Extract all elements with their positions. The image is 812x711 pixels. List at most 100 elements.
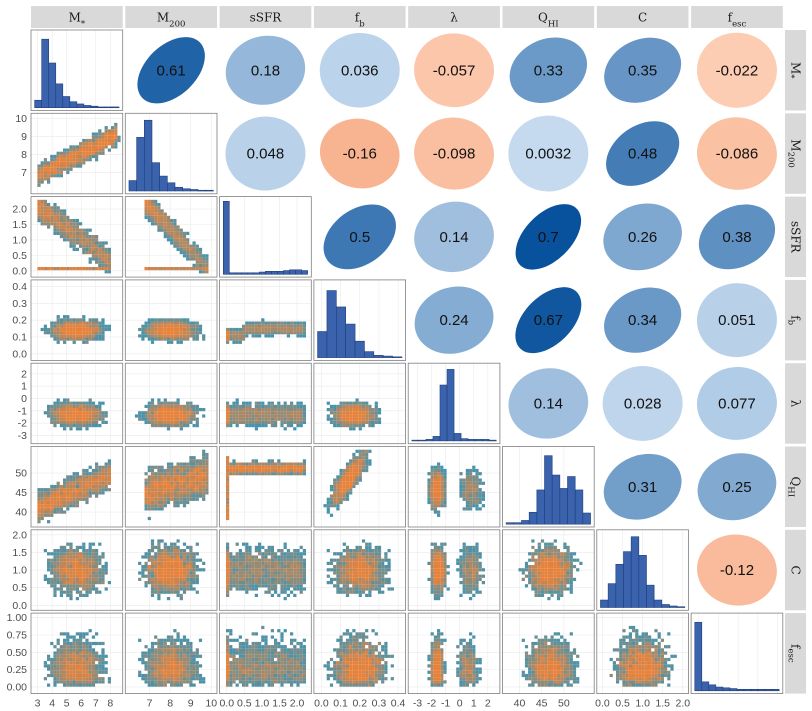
density-cell bbox=[147, 661, 151, 665]
density-cell bbox=[553, 549, 557, 553]
column-strip-bg bbox=[31, 6, 123, 28]
density-cell bbox=[79, 680, 83, 684]
density-cell bbox=[43, 494, 47, 498]
density-cell bbox=[537, 593, 541, 597]
density-cell bbox=[85, 667, 89, 671]
density-cell bbox=[202, 449, 206, 453]
density-cell bbox=[160, 404, 164, 408]
density-cell bbox=[205, 257, 209, 261]
density-cell bbox=[141, 574, 145, 578]
density-cell bbox=[150, 581, 155, 585]
density-cell bbox=[150, 494, 155, 498]
density-cell bbox=[144, 568, 148, 572]
density-cell bbox=[179, 318, 183, 322]
density-cell bbox=[59, 404, 63, 408]
density-cell bbox=[202, 337, 206, 341]
density-cell bbox=[283, 472, 287, 476]
density-cell bbox=[173, 225, 177, 229]
density-cell bbox=[179, 664, 183, 668]
density-cell bbox=[144, 414, 148, 418]
density-cell bbox=[91, 151, 95, 155]
density-cell bbox=[302, 408, 306, 412]
density-cell bbox=[238, 472, 242, 476]
density-cell bbox=[160, 468, 164, 473]
density-cell bbox=[72, 481, 76, 485]
density-cell bbox=[202, 452, 206, 457]
corr-panel-Mstar-C: 0.35 bbox=[604, 37, 682, 103]
density-cell bbox=[198, 331, 203, 335]
density-cell bbox=[569, 577, 573, 581]
density-cell bbox=[40, 494, 44, 498]
density-cell bbox=[154, 491, 158, 495]
density-cell bbox=[66, 561, 70, 565]
density-cell bbox=[437, 577, 441, 581]
density-cell bbox=[72, 648, 76, 652]
histogram-bar bbox=[295, 269, 302, 275]
density-cell bbox=[475, 481, 479, 485]
density-cell bbox=[377, 417, 382, 421]
density-cell bbox=[98, 568, 102, 572]
density-cell bbox=[59, 558, 63, 562]
density-cell bbox=[166, 577, 171, 581]
density-cell bbox=[283, 468, 287, 473]
panel-lambda-sSFR bbox=[219, 362, 312, 445]
density-cell bbox=[336, 404, 340, 408]
density-cell bbox=[290, 565, 294, 569]
density-cell bbox=[69, 337, 73, 341]
density-cell bbox=[179, 228, 183, 232]
density-cell bbox=[560, 587, 564, 591]
density-cell bbox=[154, 414, 158, 418]
density-cell bbox=[85, 677, 89, 681]
density-cell bbox=[50, 209, 54, 213]
density-cell bbox=[226, 577, 230, 581]
density-cell bbox=[290, 568, 294, 572]
density-cell bbox=[157, 577, 161, 581]
density-cell bbox=[430, 587, 434, 591]
density-cell bbox=[475, 558, 479, 562]
density-cell bbox=[226, 468, 230, 473]
density-cell bbox=[150, 507, 155, 511]
density-cell bbox=[540, 565, 545, 569]
density-cell bbox=[53, 404, 57, 408]
density-cell bbox=[66, 228, 70, 232]
density-cell bbox=[173, 549, 177, 553]
density-cell bbox=[186, 267, 190, 271]
density-cell bbox=[202, 680, 206, 684]
density-cell bbox=[192, 478, 196, 482]
density-cell bbox=[361, 468, 366, 473]
density-cell bbox=[182, 488, 187, 492]
density-cell bbox=[50, 657, 54, 662]
density-cell bbox=[88, 228, 92, 232]
panel-C-M200 bbox=[124, 529, 218, 611]
density-cell bbox=[50, 561, 54, 565]
density-cell bbox=[163, 654, 167, 658]
density-cell bbox=[72, 488, 76, 492]
density-cell bbox=[170, 664, 174, 668]
density-cell bbox=[43, 574, 47, 578]
density-cell bbox=[560, 581, 564, 585]
density-cell bbox=[186, 472, 190, 476]
density-cell bbox=[302, 571, 306, 575]
density-cell bbox=[176, 331, 180, 335]
density-cell bbox=[569, 581, 573, 585]
density-cell bbox=[157, 590, 161, 594]
density-cell bbox=[349, 420, 353, 424]
density-cell bbox=[88, 408, 92, 412]
density-cell bbox=[198, 680, 203, 684]
density-cell bbox=[101, 488, 105, 492]
density-cell bbox=[173, 638, 177, 642]
density-cell bbox=[98, 667, 102, 671]
density-cell bbox=[195, 324, 199, 328]
density-cell bbox=[531, 565, 535, 569]
density-cell bbox=[179, 324, 183, 328]
density-cell bbox=[274, 420, 278, 424]
density-cell bbox=[147, 219, 151, 223]
density-cell bbox=[72, 222, 76, 226]
density-cell bbox=[242, 465, 246, 469]
density-cell bbox=[170, 584, 174, 588]
density-cell bbox=[349, 587, 353, 591]
density-cell bbox=[63, 331, 67, 335]
corr-panel-QHI-C: 0.31 bbox=[603, 453, 682, 520]
density-cell bbox=[91, 324, 95, 328]
density-cell bbox=[374, 401, 378, 405]
